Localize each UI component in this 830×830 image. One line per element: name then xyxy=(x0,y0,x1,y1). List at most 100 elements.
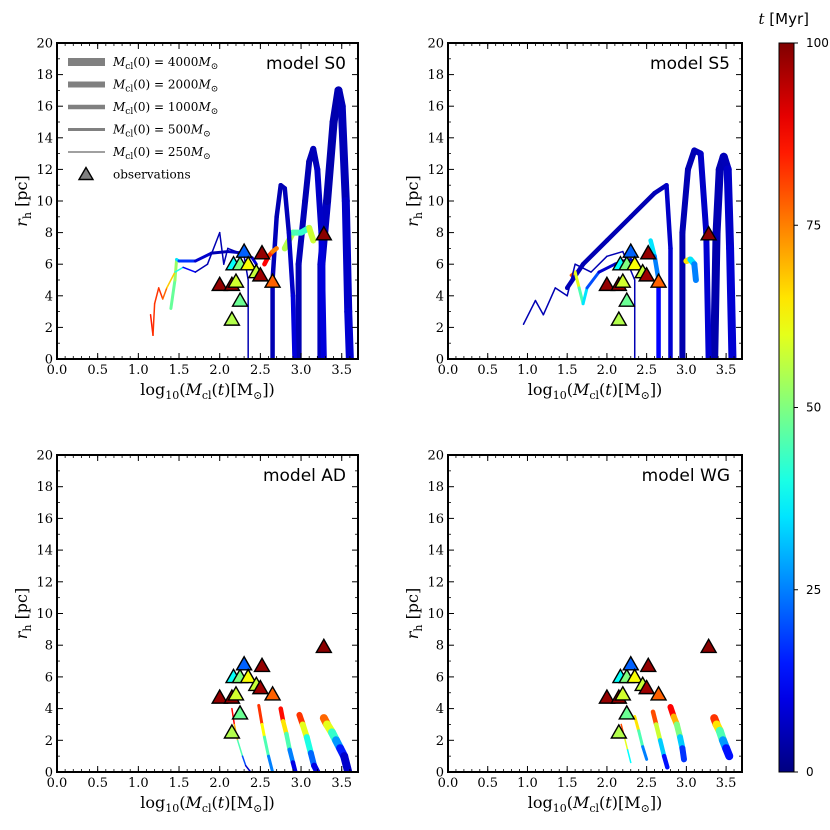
x-axis-label-part: cl xyxy=(202,802,212,815)
x-axis-label-part: )[M xyxy=(224,793,253,812)
legend-label-part: 4000 xyxy=(168,55,199,69)
y-tick-label: 16 xyxy=(36,100,53,115)
track-segment xyxy=(344,307,354,359)
observation-marker xyxy=(598,688,616,704)
observation-marker xyxy=(626,255,644,271)
observation-marker xyxy=(626,667,644,684)
x-tick-label: 3.5 xyxy=(716,363,737,378)
track-segment xyxy=(684,147,698,173)
y-tick-label: 6 xyxy=(45,670,53,685)
x-axis-label-part: ]) xyxy=(262,380,274,399)
x-axis-label-part: )[M xyxy=(224,380,253,399)
legend-label-part: 500 xyxy=(168,123,191,137)
colorbar-tick-label: 25 xyxy=(806,583,821,597)
track-segment xyxy=(153,287,160,305)
x-axis-label-part: 10 xyxy=(165,802,179,815)
x-axis-label-part: )[M xyxy=(612,380,641,399)
x-axis-label-part: ( xyxy=(179,380,185,399)
x-axis-label-part: ]) xyxy=(262,793,274,812)
y-axis-label-part: r xyxy=(403,218,422,227)
x-axis-label-part: ⊙ xyxy=(641,389,650,402)
legend-label-part: cl xyxy=(125,152,133,162)
track-segment xyxy=(606,250,624,258)
x-tick-label: 3.5 xyxy=(716,776,737,791)
x-tick-label: 1.5 xyxy=(557,776,578,791)
y-tick-label: 14 xyxy=(36,544,53,559)
observation-marker xyxy=(235,655,253,671)
track-segment xyxy=(691,261,699,283)
x-axis-label-part: 10 xyxy=(553,802,567,815)
track-segment xyxy=(657,738,667,759)
legend-label-part: M xyxy=(190,145,204,159)
track-segment xyxy=(152,302,156,337)
track-segment xyxy=(310,145,321,173)
observation-marker xyxy=(639,656,657,673)
y-tick-label: 6 xyxy=(436,670,444,685)
y-tick-label: 0 xyxy=(45,766,53,781)
y-tick-label: 18 xyxy=(427,68,444,83)
x-tick-label: 2.0 xyxy=(209,363,230,378)
track-m2000 xyxy=(667,704,687,763)
x-axis-label-part: ]) xyxy=(650,793,662,812)
track-segment xyxy=(710,228,721,359)
x-axis-label-part: t xyxy=(218,793,225,812)
track-segment xyxy=(210,250,230,255)
y-tick-label: 14 xyxy=(427,131,444,146)
panel-title: model AD xyxy=(263,466,346,486)
y-tick-label: 10 xyxy=(36,195,53,210)
y-tick-label: 18 xyxy=(427,480,444,495)
x-axis-label-part: M xyxy=(572,380,590,399)
track-segment xyxy=(286,230,296,299)
colorbar-tick-label: 50 xyxy=(806,401,821,415)
x-axis-label: log10(Mcl(t)[M⊙]) xyxy=(528,793,663,815)
track-segment xyxy=(703,229,712,359)
track-segment xyxy=(648,238,657,259)
y-tick-label: 12 xyxy=(427,163,444,178)
y-axis-label-part: [pc] xyxy=(403,175,422,212)
colorbar-tick-label: 0 xyxy=(806,765,814,779)
track-segment xyxy=(626,749,632,764)
track-segment xyxy=(290,293,297,359)
x-axis-label-part: cl xyxy=(589,389,599,402)
track-segment xyxy=(664,182,673,251)
track-segment xyxy=(566,263,576,297)
legend-label-part: M xyxy=(112,145,126,159)
y-tick-label: 16 xyxy=(36,512,53,527)
x-tick-label: 2.5 xyxy=(636,776,657,791)
track-segment xyxy=(241,755,247,767)
track-segment xyxy=(723,165,735,253)
observation-marker xyxy=(239,667,257,684)
track-segment xyxy=(318,229,327,359)
y-tick-label: 4 xyxy=(436,289,444,304)
track-m4000 xyxy=(710,152,737,359)
y-tick-label: 16 xyxy=(427,512,444,527)
track-m500 xyxy=(257,703,275,772)
x-tick-label: 0.0 xyxy=(438,363,459,378)
track-segment xyxy=(236,739,244,757)
panel-model-wg: 0.0 0.5 1.0 1.5 2.0 2.5 3.0 3.5 0 2 4 6 8 10 12 14 16 18 2… xyxy=(403,449,743,815)
observation-marker xyxy=(253,656,271,673)
panel-title: model S5 xyxy=(650,54,730,74)
y-axis-label-part: h xyxy=(21,212,34,219)
track-segment xyxy=(590,255,608,273)
track-segment xyxy=(193,251,214,263)
observation-marker xyxy=(263,272,282,288)
legend-label-part: ⊙ xyxy=(203,152,211,162)
observation-marker xyxy=(614,272,632,288)
observation-marker xyxy=(649,685,668,701)
observation-marker xyxy=(239,255,257,271)
track-segment xyxy=(726,244,737,359)
x-axis-label-part: 10 xyxy=(553,389,567,402)
legend-label: Mcl(0) = 2000M⊙ xyxy=(112,78,218,95)
y-tick-label: 8 xyxy=(436,639,444,654)
track-segment xyxy=(604,214,634,243)
panel-data xyxy=(522,147,737,359)
legend-label-part: 1000 xyxy=(168,100,199,114)
track-m2000 xyxy=(679,147,712,359)
track-segment xyxy=(302,158,313,204)
colorbar-tick-label: 100 xyxy=(806,36,829,50)
y-tick-label: 0 xyxy=(436,353,444,368)
track-segment xyxy=(314,166,325,236)
legend-label-part: M xyxy=(197,55,211,69)
